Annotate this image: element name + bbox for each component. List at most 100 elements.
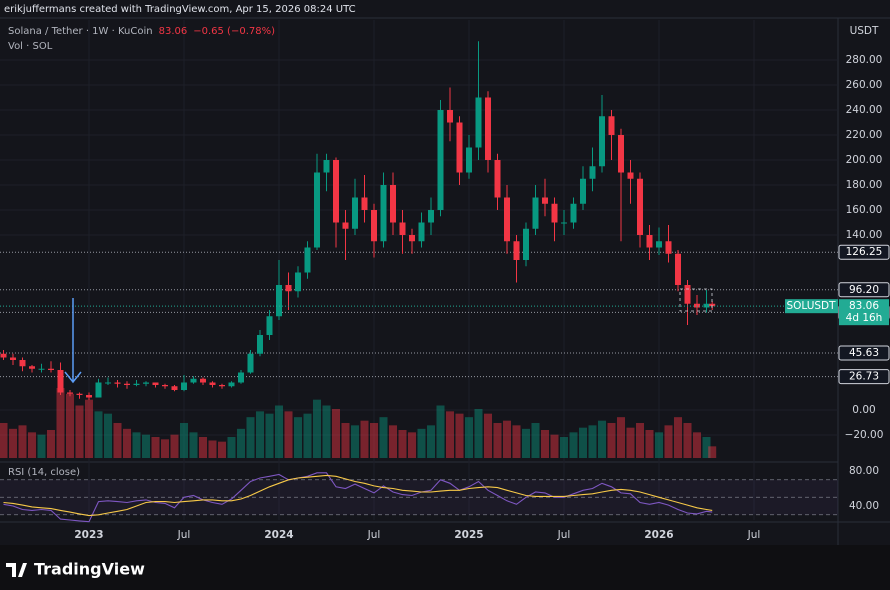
candle-body bbox=[380, 185, 387, 242]
candle-body bbox=[694, 303, 701, 308]
candle-body bbox=[266, 316, 273, 335]
candle-body bbox=[104, 382, 111, 384]
candle-body bbox=[342, 222, 349, 229]
legend-price: 83.06 bbox=[159, 26, 188, 37]
candle-body bbox=[19, 360, 26, 367]
candle-body bbox=[209, 382, 216, 385]
volume-bar bbox=[550, 434, 559, 458]
candle-body bbox=[484, 97, 491, 160]
volume-bar bbox=[683, 423, 692, 458]
candle-body bbox=[370, 210, 377, 242]
volume-bar bbox=[559, 437, 568, 458]
volume-bar bbox=[664, 425, 673, 458]
volume-bar bbox=[170, 434, 179, 458]
logo: TradingView bbox=[6, 560, 145, 579]
x-tick-label: 2025 bbox=[454, 529, 483, 541]
x-tick-label: 2023 bbox=[74, 529, 103, 541]
candle-body bbox=[256, 335, 263, 354]
volume-bar bbox=[521, 428, 530, 458]
candle-body bbox=[418, 222, 425, 242]
price-label-box bbox=[838, 369, 890, 385]
candle-body bbox=[332, 160, 339, 223]
volume-bar bbox=[445, 411, 454, 458]
last-price-label: 83.06 bbox=[849, 300, 879, 312]
footer bbox=[0, 545, 890, 590]
candle-body bbox=[551, 203, 558, 223]
price-label-box bbox=[838, 282, 890, 298]
candle-body bbox=[598, 116, 605, 167]
volume-bar bbox=[331, 409, 340, 458]
rsi-ma-line bbox=[3, 474, 713, 517]
price-label-box bbox=[838, 345, 890, 361]
volume-bar bbox=[65, 393, 74, 458]
volume-bar bbox=[8, 428, 17, 458]
header: erikjuffermans created with TradingView.… bbox=[4, 4, 356, 15]
range-box bbox=[679, 288, 713, 312]
volume-bar bbox=[474, 409, 483, 458]
candle-body bbox=[95, 382, 102, 398]
legend-change: −0.65 (−0.78%) bbox=[193, 26, 275, 37]
volume-bar bbox=[578, 427, 587, 458]
candle-body bbox=[247, 353, 254, 373]
candle-body bbox=[437, 110, 444, 210]
volume-bar bbox=[0, 423, 8, 458]
volume-bar bbox=[369, 423, 378, 458]
plot bbox=[0, 20, 838, 523]
volume-bar bbox=[674, 417, 683, 458]
candle-body bbox=[579, 178, 586, 204]
rsi-band bbox=[0, 479, 838, 515]
candle-body bbox=[646, 235, 653, 248]
volume-bar bbox=[198, 437, 207, 458]
volume-bar bbox=[160, 439, 169, 458]
candle-body bbox=[361, 197, 368, 210]
price-label: 126.25 bbox=[846, 246, 883, 258]
price-label: 26.73 bbox=[849, 371, 879, 383]
volume-bar bbox=[141, 434, 150, 458]
price-label-box bbox=[838, 244, 890, 260]
candle-body bbox=[294, 272, 301, 292]
candle-body bbox=[152, 382, 159, 385]
volume-bar bbox=[113, 423, 122, 458]
candle-body bbox=[199, 378, 206, 383]
legend: Solana / Tether · 1W · KuCoin 83.06 −0.6… bbox=[8, 26, 275, 478]
candle-body bbox=[427, 210, 434, 223]
candle-body bbox=[9, 357, 16, 360]
candle-body bbox=[494, 160, 501, 198]
volume-bar bbox=[569, 432, 578, 458]
candle-body bbox=[123, 383, 130, 385]
volume-bar bbox=[122, 428, 131, 458]
volume-bar bbox=[84, 399, 93, 458]
volume-bar bbox=[56, 388, 65, 458]
volume-bar bbox=[103, 413, 112, 458]
y-tick-label: 160.00 bbox=[846, 204, 883, 216]
volume-bar bbox=[436, 405, 445, 458]
candle-body bbox=[522, 228, 529, 260]
background bbox=[0, 0, 890, 545]
x-tick-label: Jul bbox=[557, 529, 571, 541]
volume-bar bbox=[37, 434, 46, 458]
candle-body bbox=[389, 185, 396, 223]
rsi-title: RSI (14, close) bbox=[8, 467, 80, 478]
candle-body bbox=[665, 241, 672, 254]
price-label: 96.20 bbox=[849, 284, 879, 296]
candle-body bbox=[684, 285, 691, 304]
volume-bar bbox=[179, 423, 188, 458]
candle-body bbox=[0, 353, 7, 358]
candle-body bbox=[608, 116, 615, 135]
candle-body bbox=[76, 393, 83, 395]
volume-bar bbox=[265, 413, 274, 458]
currency: USDT bbox=[850, 25, 879, 37]
logo-text: TradingView bbox=[34, 560, 145, 579]
candle-body bbox=[636, 178, 643, 235]
candle-body bbox=[28, 366, 35, 369]
volume-bar bbox=[588, 425, 597, 458]
volume-bar bbox=[341, 423, 350, 458]
volume-bar bbox=[236, 428, 245, 458]
candle-body bbox=[709, 303, 716, 307]
volume-bar bbox=[284, 411, 293, 458]
candle-body bbox=[313, 172, 320, 248]
candle-body bbox=[570, 203, 577, 223]
volume-bar bbox=[227, 437, 236, 458]
volume-bar bbox=[693, 432, 702, 458]
candle-body bbox=[180, 382, 187, 390]
